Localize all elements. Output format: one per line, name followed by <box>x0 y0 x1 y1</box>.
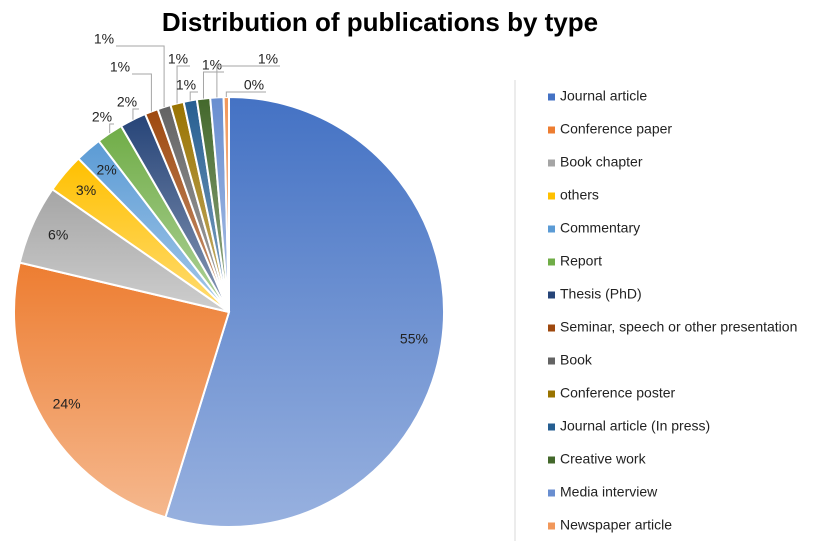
legend-label: Thesis (PhD) <box>560 286 642 302</box>
legend-label: Journal article <box>560 88 647 104</box>
data-label: 2% <box>92 109 112 125</box>
legend-swatch <box>548 159 555 167</box>
data-label: 1% <box>202 57 222 73</box>
data-label: 1% <box>168 51 188 67</box>
pie-slice <box>164 95 445 528</box>
pie-slice <box>13 261 231 519</box>
legend-swatch <box>548 324 555 332</box>
legend-swatch <box>548 456 555 464</box>
legend-label: Commentary <box>560 220 640 236</box>
leader-line <box>132 73 152 112</box>
legend-label: Seminar, speech or other presentation <box>560 319 797 335</box>
legend-swatch <box>548 522 555 530</box>
leader-line <box>116 45 165 108</box>
data-label: 0% <box>244 77 264 93</box>
legend-label: Conference paper <box>560 121 672 137</box>
legend-swatch <box>548 126 555 134</box>
data-label: 1% <box>94 31 114 47</box>
data-label: 24% <box>53 396 81 412</box>
data-label: 2% <box>96 161 116 177</box>
data-label: 1% <box>110 59 130 75</box>
data-label: 2% <box>117 94 137 110</box>
legend-swatch <box>548 357 555 365</box>
legend-label: Journal article (In press) <box>560 418 710 434</box>
pie-slice <box>222 95 230 313</box>
leader-line <box>176 65 190 104</box>
legend-swatch <box>548 225 555 233</box>
legend-label: Newspaper article <box>560 517 672 533</box>
leader-line <box>109 123 114 134</box>
legend-swatch <box>548 390 555 398</box>
leader-line <box>132 108 139 120</box>
legend-swatch <box>548 291 555 299</box>
legend-label: Book chapter <box>560 154 643 170</box>
data-label: 6% <box>48 227 68 243</box>
data-label: 1% <box>258 51 278 67</box>
legend-label: Report <box>560 253 602 269</box>
legend-label: Conference poster <box>560 385 676 401</box>
leader-line <box>189 91 198 101</box>
legend-swatch <box>548 423 555 431</box>
legend-label: Creative work <box>560 451 647 467</box>
chart-title: Distribution of publications by type <box>162 7 598 37</box>
legend-swatch <box>548 192 555 200</box>
data-label: 55% <box>400 331 428 347</box>
legend-label: Media interview <box>560 484 658 500</box>
legend-swatch <box>548 489 555 497</box>
data-label: 1% <box>176 77 196 93</box>
legend-swatch <box>548 93 555 101</box>
data-label: 3% <box>76 182 96 198</box>
leader-line <box>225 91 266 98</box>
leader-line <box>202 71 224 99</box>
leader-line <box>216 65 280 98</box>
legend-label: others <box>560 187 599 203</box>
legend-swatch <box>548 258 555 266</box>
legend-label: Book <box>560 352 593 368</box>
